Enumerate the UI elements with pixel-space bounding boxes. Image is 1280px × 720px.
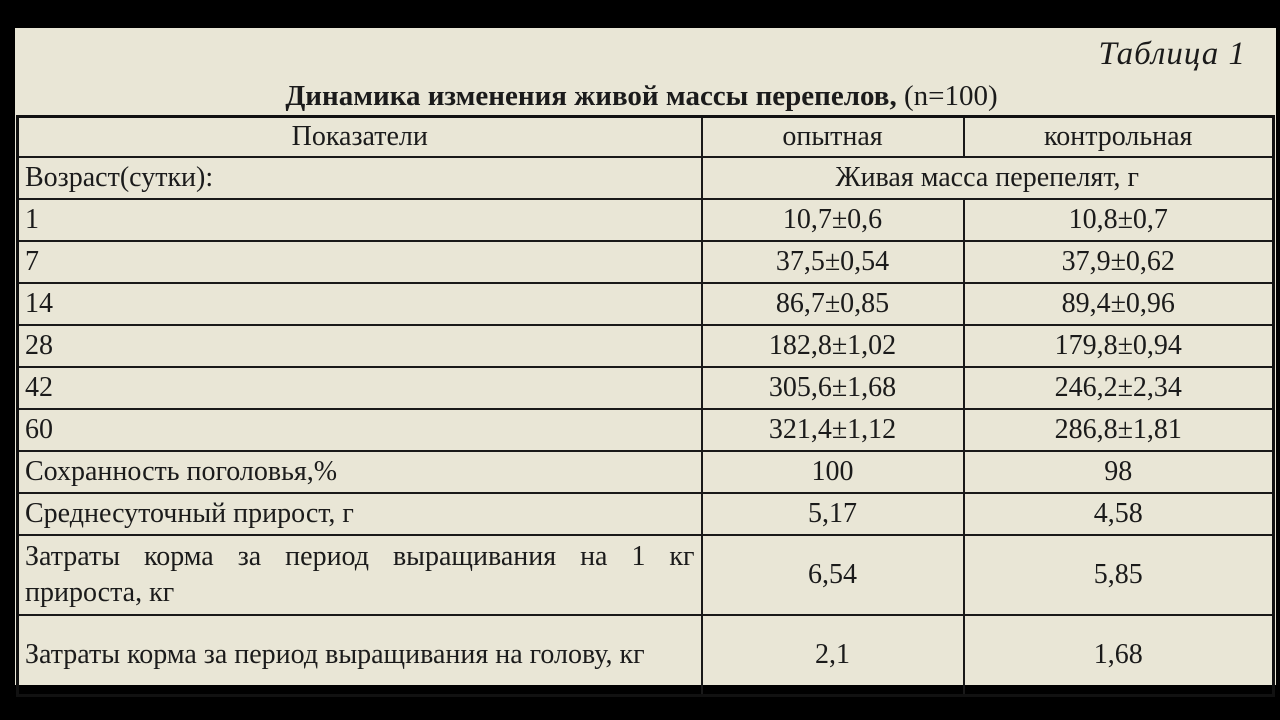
- control-value: 286,8±1,81: [962, 408, 1275, 452]
- control-value: 89,4±0,96: [962, 282, 1275, 326]
- control-value: 5,85: [962, 534, 1275, 616]
- table-title-sample-size: (n=100): [903, 80, 998, 112]
- subheader-age-label: Возраст(сутки):: [16, 156, 703, 200]
- subheader-live-mass-label: Живая масса перепелят, г: [700, 156, 1275, 200]
- table-row: 7 37,5±0,54 37,9±0,62: [16, 240, 1275, 284]
- table-title: Динамика изменения живой массы перепелов…: [15, 80, 1276, 113]
- row-label: 7: [16, 240, 703, 284]
- table-number-label: Таблица 1: [1098, 36, 1246, 72]
- header-experimental-group: опытная: [700, 115, 965, 158]
- row-label: 28: [16, 324, 703, 368]
- experimental-value: 305,6±1,68: [700, 366, 965, 410]
- scanned-page: Таблица 1 Динамика изменения живой массы…: [15, 28, 1276, 697]
- row-label: Затраты корма за период выращивания на г…: [16, 614, 703, 697]
- table-header-row: Показатели опытная контрольная: [16, 115, 1275, 158]
- table-row: Затраты корма за период выращивания на 1…: [16, 534, 1275, 616]
- control-value: 1,68: [962, 614, 1275, 697]
- experimental-value: 6,54: [700, 534, 965, 616]
- experimental-value: 37,5±0,54: [700, 240, 965, 284]
- table-row: Сохранность поголовья,% 100 98: [16, 450, 1275, 494]
- table-row: 14 86,7±0,85 89,4±0,96: [16, 282, 1275, 326]
- quail-mass-table: Показатели опытная контрольная Возраст(с…: [16, 115, 1275, 697]
- table-row: 28 182,8±1,02 179,8±0,94: [16, 324, 1275, 368]
- control-value: 37,9±0,62: [962, 240, 1275, 284]
- experimental-value: 321,4±1,12: [700, 408, 965, 452]
- row-label: 14: [16, 282, 703, 326]
- table-row: 42 305,6±1,68 246,2±2,34: [16, 366, 1275, 410]
- table-subheader-row: Возраст(сутки): Живая масса перепелят, г: [16, 156, 1275, 200]
- row-label: Затраты корма за период выращивания на 1…: [16, 534, 703, 616]
- row-label: 42: [16, 366, 703, 410]
- experimental-value: 86,7±0,85: [700, 282, 965, 326]
- row-label: Среднесуточный прирост, г: [16, 492, 703, 536]
- row-label: 60: [16, 408, 703, 452]
- control-value: 179,8±0,94: [962, 324, 1275, 368]
- table-title-text: Динамика изменения живой массы перепелов…: [285, 80, 897, 112]
- experimental-value: 2,1: [700, 614, 965, 697]
- table-row: Затраты корма за период выращивания на г…: [16, 614, 1275, 697]
- row-label: 1: [16, 198, 703, 242]
- control-value: 98: [962, 450, 1275, 494]
- table-row: 1 10,7±0,6 10,8±0,7: [16, 198, 1275, 242]
- experimental-value: 10,7±0,6: [700, 198, 965, 242]
- control-value: 10,8±0,7: [962, 198, 1275, 242]
- experimental-value: 100: [700, 450, 965, 494]
- experimental-value: 182,8±1,02: [700, 324, 965, 368]
- experimental-value: 5,17: [700, 492, 965, 536]
- table-row: 60 321,4±1,12 286,8±1,81: [16, 408, 1275, 452]
- row-label: Сохранность поголовья,%: [16, 450, 703, 494]
- control-value: 246,2±2,34: [962, 366, 1275, 410]
- header-control-group: контрольная: [962, 115, 1275, 158]
- header-indicators: Показатели: [16, 115, 703, 158]
- table-row: Среднесуточный прирост, г 5,17 4,58: [16, 492, 1275, 536]
- control-value: 4,58: [962, 492, 1275, 536]
